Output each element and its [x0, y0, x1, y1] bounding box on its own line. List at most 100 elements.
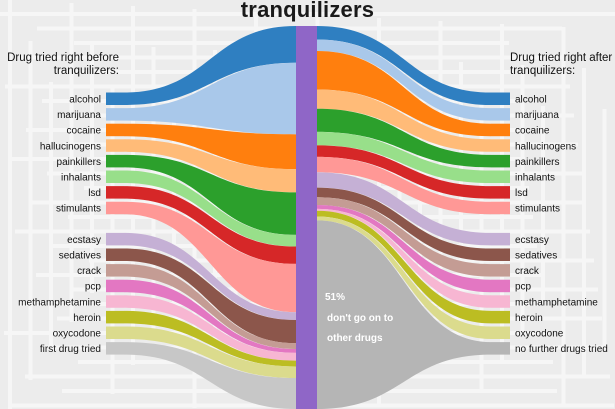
left-label-heroin: heroin — [73, 313, 101, 324]
right-node-hallucinogens — [491, 139, 510, 152]
left-flow-hallucinogens — [124, 139, 296, 193]
left-flow-heroin — [124, 310, 296, 367]
left-flow-methamphetamine — [124, 295, 296, 361]
right-node-alcohol — [491, 92, 510, 105]
left-node-crack — [106, 264, 124, 277]
right-node-no-further-drugs-tried — [491, 342, 510, 355]
right-node-crack — [491, 264, 510, 277]
right-flows — [317, 26, 491, 409]
left-flow-stimulants — [124, 201, 296, 313]
annotation-line-1: don't go on to — [327, 313, 393, 324]
left-label-marijuana: marijuana — [57, 110, 101, 121]
left-node-sedatives — [106, 248, 124, 261]
left-node-first-drug-tried — [106, 342, 124, 355]
right-label-lsd: lsd — [515, 188, 528, 199]
right-label-alcohol: alcohol — [515, 95, 547, 106]
left-flow-marijuana — [124, 62, 296, 135]
right-flow-crack — [317, 197, 491, 277]
right-flow-alcohol — [317, 26, 491, 105]
right-flow-stimulants — [317, 156, 491, 215]
right-label-oxycodone: oxycodone — [515, 329, 564, 340]
right-node-inhalants — [491, 170, 510, 183]
left-flow-alcohol — [124, 26, 296, 105]
left-label-stimulants: stimulants — [56, 204, 101, 215]
right-label-crack: crack — [515, 266, 540, 277]
right-node-ecstasy — [491, 232, 510, 246]
right-flow-no-further-drugs-tried — [317, 220, 491, 409]
left-flow-oxycodone — [124, 326, 296, 379]
right-flow-painkillers — [317, 108, 491, 168]
right-node-cocaine — [491, 123, 510, 137]
left-node-alcohol — [106, 92, 124, 105]
left-label-alcohol: alcohol — [69, 95, 101, 106]
right-flow-oxycodone — [317, 216, 491, 339]
left-node-lsd — [106, 186, 124, 199]
left-node-painkillers — [106, 154, 124, 168]
left-flow-first-drug-tried — [124, 342, 296, 409]
annotation-value: 51% — [325, 292, 345, 303]
left-node-marijuana — [106, 108, 124, 121]
annotation-line-2: other drugs — [327, 333, 383, 344]
left-label-pcp: pcp — [85, 282, 102, 293]
right-node-sedatives — [491, 248, 510, 261]
right-flow-pcp — [317, 204, 491, 293]
right-flow-inhalants — [317, 131, 491, 183]
center-column — [296, 26, 317, 409]
right-flow-lsd — [317, 145, 491, 199]
left-label-crack: crack — [77, 266, 102, 277]
left-flows — [124, 26, 296, 409]
left-label-methamphetamine: methamphetamine — [18, 297, 101, 308]
right-flow-cocaine — [317, 51, 491, 137]
right-label-ecstasy: ecstasy — [515, 235, 549, 246]
right-node-oxycodone — [491, 326, 510, 339]
side-labels: alcohol marijuana cocaine hallucinogens pain… — [18, 95, 608, 356]
left-flow-painkillers — [124, 154, 296, 235]
right-heading: Drug tried right after tranquilizers: — [510, 52, 613, 77]
right-label-painkillers: painkillers — [515, 157, 559, 168]
left-flow-pcp — [124, 279, 296, 353]
right-flow-hallucinogens — [317, 89, 491, 152]
right-label-sedatives: sedatives — [515, 251, 557, 262]
left-flow-sedatives — [124, 248, 296, 344]
left-node-methamphetamine — [106, 295, 124, 308]
left-label-painkillers: painkillers — [57, 157, 101, 168]
left-label-sedatives: sedatives — [59, 251, 101, 262]
right-flow-marijuana — [317, 39, 491, 121]
left-flow-inhalants — [124, 170, 296, 247]
right-label-inhalants: inhalants — [515, 173, 555, 184]
left-node-cocaine — [106, 123, 124, 137]
left-flow-cocaine — [124, 123, 296, 170]
left-label-inhalants: inhalants — [61, 173, 101, 184]
right-label-marijuana: marijuana — [515, 110, 559, 121]
left-heading: Drug tried right before tranquilizers: — [7, 52, 119, 77]
right-flow-ecstasy — [317, 172, 491, 246]
right-node-pcp — [491, 279, 510, 293]
right-label-hallucinogens: hallucinogens — [515, 141, 576, 152]
right-node-stimulants — [491, 201, 510, 215]
right-label-heroin: heroin — [515, 313, 543, 324]
left-label-oxycodone: oxycodone — [53, 329, 102, 340]
right-node-methamphetamine — [491, 295, 510, 308]
left-node-hallucinogens — [106, 139, 124, 152]
left-node-oxycodone — [106, 326, 124, 339]
left-node-ecstasy — [106, 232, 124, 246]
left-label-hallucinogens: hallucinogens — [40, 141, 101, 152]
left-node-stimulants — [106, 201, 124, 215]
center-bar — [296, 26, 317, 409]
right-label-methamphetamine: methamphetamine — [515, 297, 598, 308]
left-label-first-drug-tried: first drug tried — [40, 344, 101, 355]
right-node-marijuana — [491, 108, 510, 121]
chart-title: tranquilizers — [240, 0, 375, 22]
right-flow-heroin — [317, 210, 491, 324]
left-label-lsd: lsd — [88, 188, 101, 199]
side-nodes — [106, 92, 510, 355]
right-flow-sedatives — [317, 187, 491, 261]
left-flow-ecstasy — [124, 232, 296, 321]
left-node-inhalants — [106, 170, 124, 183]
left-flow-crack — [124, 264, 296, 350]
left-label-cocaine: cocaine — [67, 126, 102, 137]
left-node-pcp — [106, 279, 124, 293]
annotation: 51% don't go on to other drugs — [325, 292, 393, 344]
right-node-lsd — [491, 186, 510, 199]
